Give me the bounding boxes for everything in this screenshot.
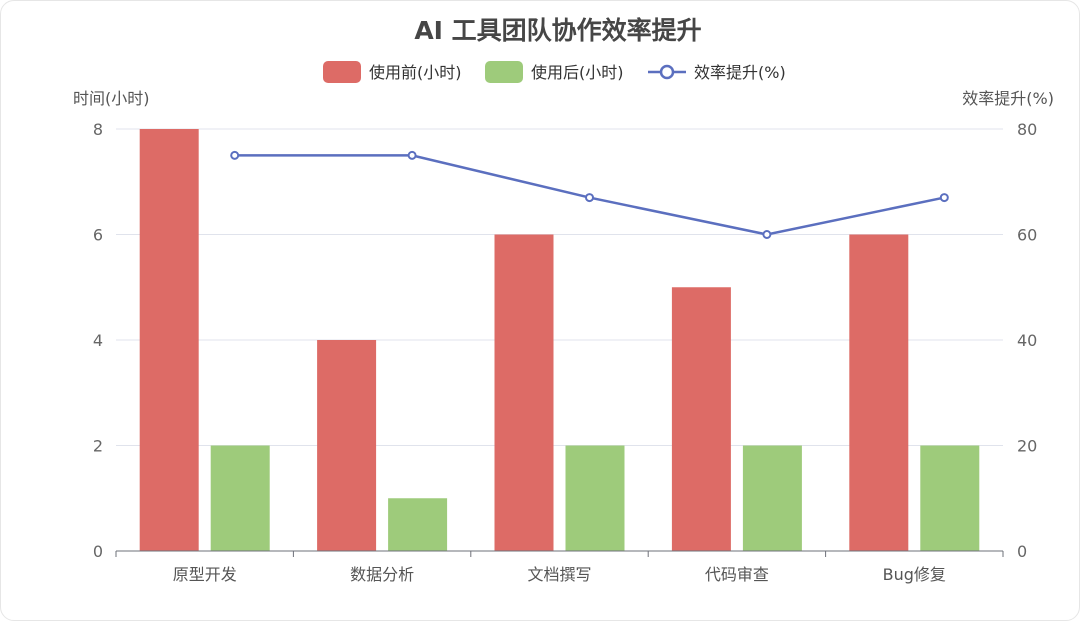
- y-axis-right-label: 效率提升(%): [962, 89, 1054, 108]
- legend-label: 效率提升(%): [694, 63, 786, 82]
- y-tick-label-left: 2: [93, 437, 103, 456]
- bar-before: [317, 340, 377, 551]
- legend-swatch: [323, 61, 361, 83]
- y-axis-left-label: 时间(小时): [73, 89, 150, 108]
- legend-item-2[interactable]: 使用后(小时): [485, 61, 624, 83]
- bar-before: [671, 287, 731, 551]
- bar-after: [742, 445, 802, 551]
- x-tick-label: 代码审查: [705, 565, 769, 584]
- y-tick-label-left: 6: [93, 226, 103, 245]
- y-tick-label-left: 4: [93, 331, 103, 350]
- x-tick-label: 原型开发: [173, 565, 237, 584]
- efficiency-point: [585, 193, 594, 203]
- legend-label: 使用前(小时): [369, 63, 462, 82]
- y-tick-label-right: 0: [1017, 542, 1027, 561]
- efficiency-point: [762, 230, 772, 239]
- bars: [139, 129, 980, 551]
- y-tick-label-right: 80: [1017, 120, 1037, 139]
- legend-item-1[interactable]: 使用前(小时): [323, 61, 462, 83]
- legend-item-3[interactable]: 效率提升(%): [648, 63, 786, 82]
- legend[interactable]: 使用前(小时) 使用后(小时) 效率提升(%): [323, 61, 786, 83]
- bar-after: [388, 498, 448, 551]
- legend-label: 使用后(小时): [531, 63, 624, 82]
- chart-title: AI 工具团队协作效率提升: [414, 16, 701, 45]
- x-tick-label: 数据分析: [350, 565, 414, 584]
- bar-before: [849, 234, 909, 551]
- bar-before: [139, 129, 199, 551]
- efficiency-point: [230, 150, 240, 160]
- x-tick-label: 文档撰写: [527, 565, 591, 584]
- bar-before: [494, 234, 554, 551]
- bar-after: [210, 445, 270, 551]
- efficiency-point: [407, 150, 417, 160]
- y-tick-label-left: 8: [93, 120, 103, 139]
- y-tick-label-right: 20: [1017, 437, 1037, 456]
- legend-swatch: [485, 61, 523, 83]
- y-tick-label-left: 0: [93, 542, 103, 561]
- y-tick-label-right: 40: [1017, 331, 1037, 350]
- bar-after: [920, 445, 980, 551]
- efficiency-line: [230, 150, 949, 239]
- legend-swatch-marker: [659, 64, 675, 80]
- axes: 0 0 2 20 4 40 6 60 8 80 原型开发 数据分析 文档撰写 代码审查 Bug修复: [93, 120, 1038, 584]
- x-tick-label: Bug修复: [883, 565, 946, 584]
- efficiency-point: [939, 193, 949, 203]
- y-tick-label-right: 60: [1017, 226, 1037, 245]
- bar-after: [565, 445, 625, 551]
